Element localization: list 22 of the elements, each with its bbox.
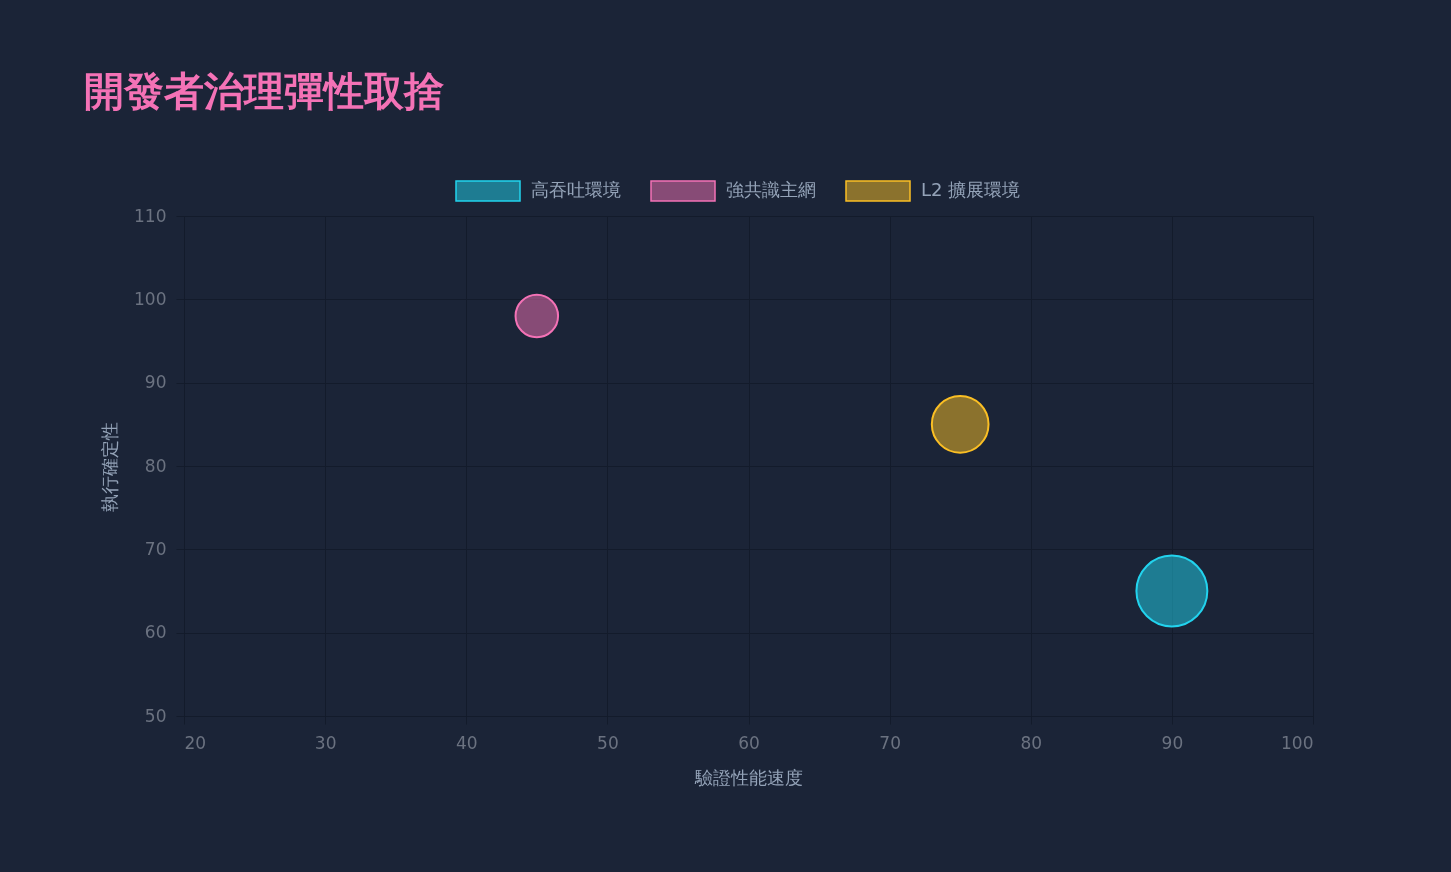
x-tick-label: 70	[879, 732, 901, 753]
y-tick-label: 60	[144, 622, 167, 643]
legend-label: L2 擴展環境	[921, 179, 1021, 200]
legend-label: 強共識主網	[726, 179, 816, 200]
x-tick-label: 50	[597, 732, 619, 753]
x-tick-label: 100	[1281, 732, 1314, 753]
y-tick-label: 110	[134, 205, 167, 226]
y-axis-title: 執行確定性	[99, 421, 121, 512]
y-tick-label: 70	[144, 538, 167, 559]
x-tick-label: 30	[314, 732, 337, 753]
x-tick-label: 40	[455, 732, 478, 753]
y-tick-label: 80	[144, 455, 167, 476]
x-tick-label: 20	[184, 732, 207, 753]
y-tick-label: 50	[144, 705, 167, 726]
chart-title: 開發者治理彈性取捨	[84, 68, 444, 114]
x-tick-label: 80	[1020, 732, 1043, 753]
x-axis-title: 驗證性能速度	[694, 766, 803, 788]
x-tick-label: 60	[738, 732, 760, 753]
y-tick-label: 90	[144, 372, 167, 393]
y-tick-label: 100	[134, 288, 167, 309]
legend-label: 高吞吐環境	[531, 179, 621, 200]
x-tick-label: 90	[1161, 732, 1184, 753]
